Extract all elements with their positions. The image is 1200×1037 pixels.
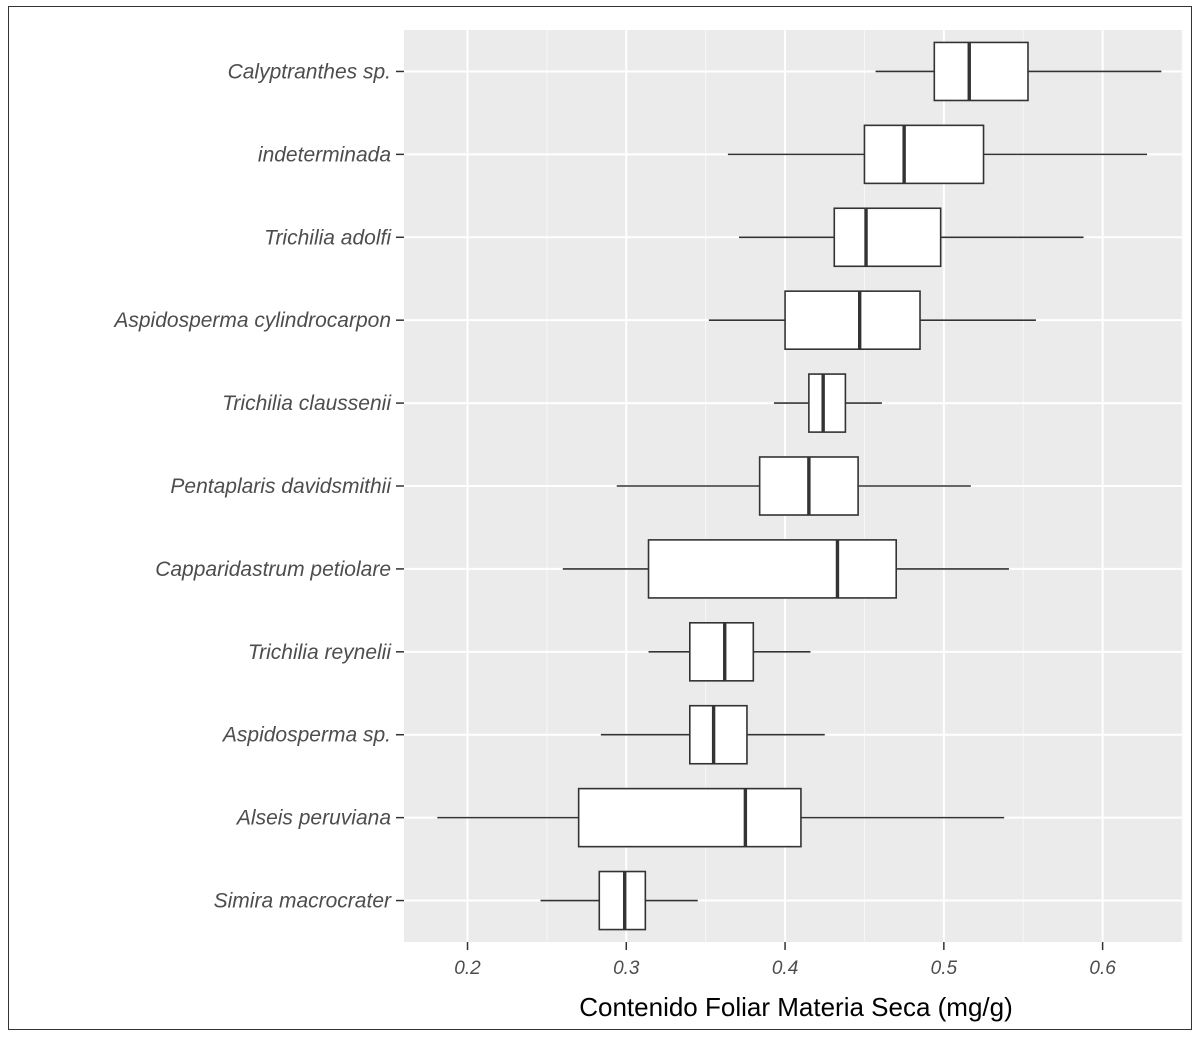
x-tick-label: 0.6 xyxy=(1089,958,1116,979)
iqr-box xyxy=(577,787,802,848)
x-tick-label: 0.2 xyxy=(454,958,481,979)
y-tick-label: indeterminada xyxy=(258,143,391,166)
iqr-box xyxy=(688,621,755,682)
boxes-layer xyxy=(437,41,1162,931)
x-tick-label: 0.3 xyxy=(613,958,640,979)
iqr-box xyxy=(598,870,647,931)
y-tick-label: Aspidosperma sp. xyxy=(221,724,391,747)
y-axis: Calyptranthes sp. indeterminada Trichilia … xyxy=(112,60,404,913)
box-aspidosperma-sp xyxy=(600,704,825,765)
box-trichilia-claussenii xyxy=(773,373,882,433)
y-tick-label: Simira macrocrater xyxy=(214,890,392,913)
y-tick-label: Trichilia adolfi xyxy=(264,226,392,249)
box-pentaplaris-davidsmithii xyxy=(616,456,971,516)
box-indeterminada xyxy=(727,124,1148,185)
box-capparidastrum-petiolare xyxy=(562,539,1009,599)
box-aspidosperma-cylindrocarpon xyxy=(708,290,1036,350)
x-axis-title: Contenido Foliar Materia Seca (mg/g) xyxy=(579,992,1013,1022)
box-trichilia-adolfi xyxy=(739,207,1084,268)
y-tick-label: Trichilia reynelii xyxy=(248,641,392,664)
y-tick-label: Trichilia claussenii xyxy=(222,392,392,415)
y-tick-label: Capparidastrum petiolare xyxy=(155,558,391,581)
box-trichilia-reynelii xyxy=(648,621,811,682)
iqr-box xyxy=(933,41,1029,102)
box-calyptranthes-sp xyxy=(875,41,1162,102)
x-axis: 0.2 0.3 0.4 0.5 0.6 xyxy=(454,942,1116,979)
x-tick-label: 0.4 xyxy=(772,958,798,979)
iqr-box xyxy=(647,539,898,599)
iqr-box xyxy=(784,290,921,350)
box-alseis-peruviana xyxy=(437,787,1005,848)
y-tick-label: Alseis peruviana xyxy=(235,807,391,830)
y-tick-label: Calyptranthes sp. xyxy=(228,60,391,83)
y-tick-label: Pentaplaris davidsmithii xyxy=(170,475,392,498)
iqr-box xyxy=(688,704,748,765)
x-tick-label: 0.5 xyxy=(931,958,958,979)
iqr-box xyxy=(808,373,847,433)
iqr-box xyxy=(833,207,942,268)
iqr-box xyxy=(863,124,985,185)
box-simira-macrocrater xyxy=(540,870,698,931)
y-tick-label: Aspidosperma cylindrocarpon xyxy=(112,309,391,332)
